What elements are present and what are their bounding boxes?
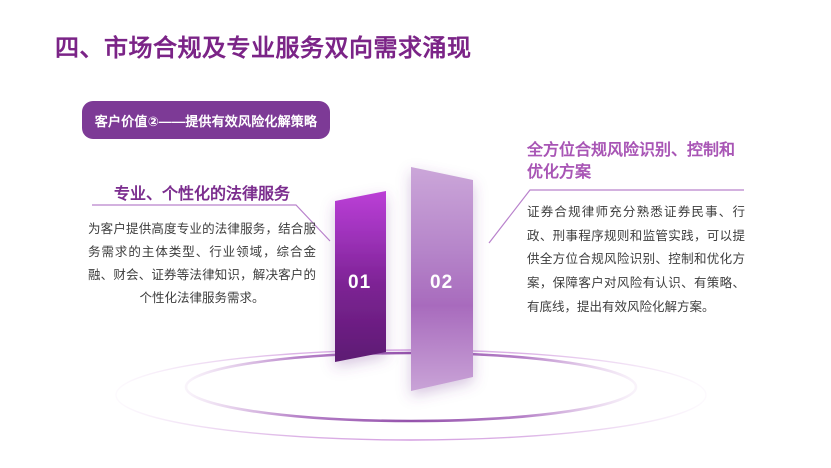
pillar-01-number: 01 — [348, 272, 372, 293]
column-right-body: 证券合规律师充分熟悉证券民事、行政、刑事程序规则和监管实践，可以提供全方位合规风… — [527, 204, 745, 314]
column-left: 专业、个性化的法律服务 为客户提供高度专业的法律服务，结合服务需求的主体类型、行… — [88, 184, 316, 310]
client-value-badge: 客户价值②——提供有效风险化解策略 — [82, 101, 330, 139]
column-left-heading: 专业、个性化的法律服务 — [113, 186, 290, 203]
page-title: 四、市场合规及专业服务双向需求涌现 — [55, 35, 472, 62]
column-right-heading: 全方位合规风险识别、控制和优化方案 — [527, 142, 736, 182]
column-right: 全方位合规风险识别、控制和优化方案 证券合规律师充分熟悉证券民事、行政、刑事程序… — [527, 140, 745, 320]
column-left-body: 为客户提供高度专业的法律服务，结合服务需求的主体类型、行业领域，综合金融、财会、… — [88, 221, 316, 305]
client-value-badge-label: 客户价值②——提供有效风险化解策略 — [94, 113, 318, 129]
base-arc-inner — [184, 351, 638, 423]
base-arc-outer — [115, 349, 707, 441]
pillar-02-number: 02 — [430, 272, 454, 293]
